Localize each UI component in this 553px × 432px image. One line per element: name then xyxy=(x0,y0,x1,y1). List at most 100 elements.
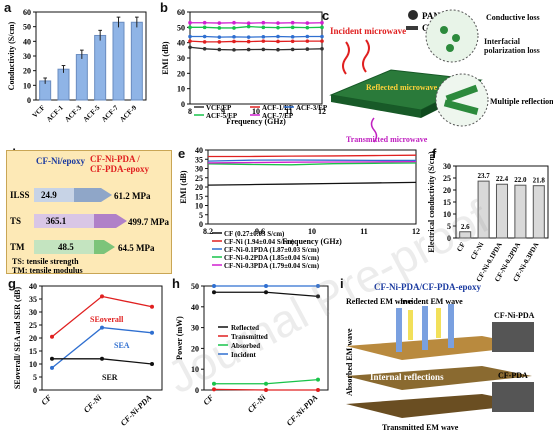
y-axis-label: Electrical conductivity (S/cm) xyxy=(427,151,436,253)
ilss-value-2: 61.2 MPa xyxy=(114,191,151,201)
legend-label: Transmitted xyxy=(231,333,268,341)
data-point xyxy=(320,47,324,51)
layer-cf-pda-label: CF-PDA xyxy=(498,371,528,380)
series-line xyxy=(207,181,417,186)
legend-label: CF (0.27±0.03 S/cm) xyxy=(224,230,285,238)
data-point xyxy=(276,39,280,44)
y-tick-label: 20 xyxy=(23,67,31,76)
particle xyxy=(452,34,460,42)
data-point xyxy=(305,25,310,30)
data-point xyxy=(305,47,310,51)
y-tick-label: 10 xyxy=(23,81,31,90)
value-label: 23.7 xyxy=(477,172,490,180)
data-point xyxy=(320,39,324,43)
x-tick-label: ACF-3 xyxy=(63,103,83,123)
y-tick-label: 20 xyxy=(443,186,451,195)
x-tick-label: 11 xyxy=(285,107,293,116)
conductive-loss-circle xyxy=(425,9,479,63)
legend-label: ACF-7/EP xyxy=(262,112,294,120)
data-point xyxy=(290,39,295,44)
y-tick-label: 10 xyxy=(443,210,451,219)
row-ts-label: TS xyxy=(10,216,21,226)
data-point xyxy=(276,25,280,30)
y-axis-label: Conductivity (S/cm) xyxy=(7,21,16,90)
x-tick-label: CF xyxy=(40,393,54,407)
y-axis-label: EMI (dB) xyxy=(161,41,170,74)
particle xyxy=(446,44,454,52)
data-point xyxy=(217,40,222,44)
data-point xyxy=(246,47,251,52)
data-point xyxy=(316,284,320,288)
y-tick-label: 15 xyxy=(29,347,37,356)
x-tick-label: CF xyxy=(202,393,216,407)
data-point xyxy=(202,34,207,39)
y-tick-label: 40 xyxy=(191,303,199,312)
legend-cf-ni-epoxy: CF-Ni/epoxy xyxy=(36,156,85,166)
data-point xyxy=(100,294,104,299)
particle xyxy=(440,26,448,34)
y-tick-label: 50 xyxy=(191,282,199,291)
legend-label: ACF-1/EP xyxy=(262,104,294,112)
data-point xyxy=(276,21,280,25)
bar xyxy=(514,184,527,239)
plot-frame xyxy=(35,11,147,101)
panel-i-schematic: CF-Ni-PDA/CF-PDA-epoxy Reflected EM wave… xyxy=(345,282,535,432)
ilss-value-1: 24.9 xyxy=(41,190,57,200)
data-point xyxy=(150,362,154,366)
panel-d-diagram: CF-Ni/epoxy CF-Ni-PDA / CF-PDA-epoxy ILS… xyxy=(10,154,169,275)
y-tick-label: 60 xyxy=(177,8,185,17)
data-point xyxy=(290,20,295,25)
y-tick-label: 5 xyxy=(447,222,451,231)
data-point xyxy=(217,26,222,30)
multiple-reflection-circle xyxy=(435,73,489,127)
data-point xyxy=(217,35,222,39)
data-point xyxy=(212,290,216,295)
incident-em-label: Incident EM wave xyxy=(400,297,463,306)
data-point xyxy=(188,25,192,30)
data-point xyxy=(188,34,192,39)
y-tick-label: 40 xyxy=(177,39,185,48)
y-tick-label: 30 xyxy=(443,162,451,171)
y-tick-label: 0 xyxy=(27,96,31,105)
data-point xyxy=(320,34,324,39)
y-tick-label: 60 xyxy=(23,8,31,17)
ilss-bar-base xyxy=(34,188,74,202)
data-point xyxy=(100,325,104,330)
x-tick-label: ACF-5 xyxy=(82,103,102,123)
x-tick-label: 8.2 xyxy=(203,227,213,236)
x-tick-label: CF-Ni xyxy=(246,393,268,415)
data-point xyxy=(290,25,295,30)
pani-legend-dot xyxy=(408,10,418,20)
data-point xyxy=(320,25,324,30)
value-label: 22.4 xyxy=(496,175,509,183)
legend-label: CF-Ni-0.3PDA (1.79±0.04 S/cm) xyxy=(224,262,320,270)
panel-i-title: CF-Ni-PDA/CF-PDA-epoxy xyxy=(374,282,481,292)
data-point xyxy=(290,35,295,39)
y-tick-label: 35 xyxy=(29,295,37,304)
x-tick-label: 8 xyxy=(188,107,192,116)
x-tick-label: 9 xyxy=(221,107,225,116)
data-point xyxy=(264,388,268,392)
y-tick-label: 0 xyxy=(447,234,451,243)
bar xyxy=(532,185,545,239)
data-point xyxy=(305,39,310,43)
incident-arrow xyxy=(396,308,402,352)
incident-label: Incident microwave xyxy=(330,26,406,36)
x-axis-label: Frequency (GHz) xyxy=(226,117,286,126)
ts-value-1: 365.1 xyxy=(46,216,67,226)
data-point xyxy=(212,387,216,392)
y-axis-label: Power (mW) xyxy=(175,316,184,360)
x-tick-label: 12 xyxy=(318,107,326,116)
x-tick-label: CF-Ni-PDA xyxy=(119,393,154,428)
x-tick-label: ACF-7 xyxy=(100,103,120,123)
absorbed-em-label: Absorbed EM wave xyxy=(345,328,354,396)
x-tick-label: 10 xyxy=(252,107,260,116)
incident-arrow xyxy=(448,304,454,348)
panel-c-schematic: PANI CF Incident microwave Reflected mic… xyxy=(329,9,553,144)
data-point xyxy=(202,40,207,44)
data-point xyxy=(50,356,54,361)
incident-arrow xyxy=(422,306,428,350)
plot-frame xyxy=(207,149,417,225)
series-line xyxy=(207,162,417,166)
incident-wave xyxy=(362,39,370,73)
